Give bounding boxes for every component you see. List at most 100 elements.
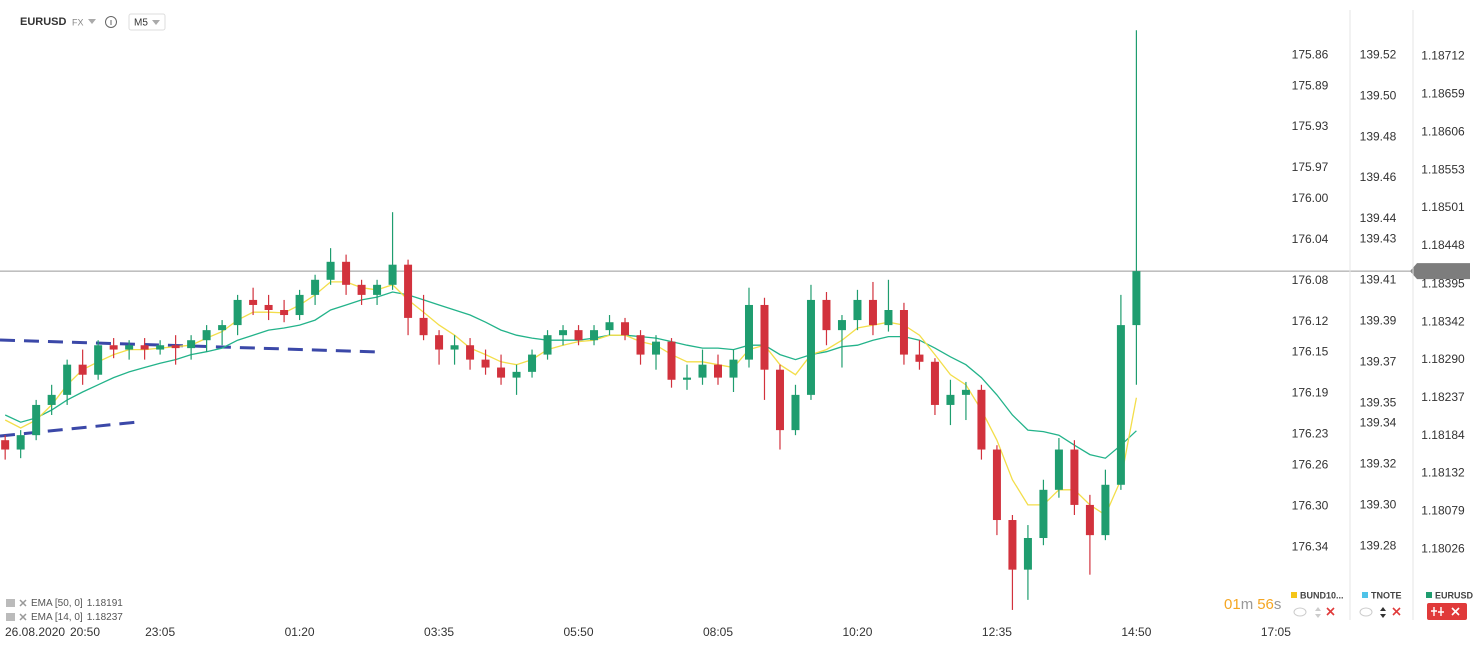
candle-body	[1054, 449, 1063, 490]
candle-body	[466, 345, 475, 360]
eye-icon[interactable]	[1359, 607, 1373, 617]
instrument-swatch	[1291, 592, 1297, 598]
candle-body	[1085, 504, 1094, 536]
info-icon[interactable]	[105, 16, 117, 28]
market: FX	[72, 17, 84, 27]
candle-body	[853, 299, 862, 321]
candle-body	[388, 264, 397, 285]
y-tick-label: 139.28	[1360, 539, 1397, 553]
candle-body	[404, 264, 413, 318]
eye-icon[interactable]	[1293, 607, 1307, 617]
y-tick-label: 1.18184	[1421, 428, 1465, 442]
x-tick-label: 05:50	[564, 625, 594, 639]
candle-body	[528, 354, 537, 372]
candle-body	[946, 394, 955, 405]
candle-body	[590, 330, 599, 341]
candle-body	[605, 322, 614, 331]
trend-line[interactable]	[0, 338, 381, 354]
y-tick-label: 139.48	[1360, 129, 1397, 143]
dropdown-icon[interactable]	[88, 19, 96, 24]
y-tick-label: 176.04	[1292, 232, 1329, 246]
candle-body	[868, 299, 877, 326]
y-tick-label: 1.18342	[1421, 314, 1465, 328]
candle-body	[218, 325, 227, 331]
y-tick-label: 1.18606	[1421, 125, 1465, 139]
y-tick-label: 139.39	[1360, 313, 1397, 327]
candle-body	[1039, 489, 1048, 539]
active-instrument-box[interactable]	[1427, 603, 1467, 620]
candle-body	[326, 261, 335, 280]
x-tick-label: 01:20	[285, 625, 315, 639]
legend-entry: EMA [50, 0] 1.18191	[31, 598, 123, 609]
candle-body	[109, 345, 118, 350]
y-tick-label: 1.18712	[1421, 48, 1465, 62]
countdown-unit: m	[1241, 596, 1254, 613]
close-icon[interactable]	[1392, 607, 1401, 616]
y-tick-label: 1.18290	[1421, 352, 1465, 366]
interval: M5	[134, 18, 148, 29]
candle-body	[977, 389, 986, 450]
candle-body	[652, 341, 661, 355]
candle-body	[373, 284, 382, 295]
legend-entry: EMA [14, 0] 1.18237	[31, 612, 123, 623]
order-icon[interactable]	[1380, 607, 1386, 618]
y-tick-label: 1.18026	[1421, 542, 1465, 556]
symbol[interactable]: EURUSD	[20, 16, 67, 28]
candle-body	[636, 335, 645, 355]
x-tick-label: 08:05	[703, 625, 733, 639]
candle-body	[729, 359, 738, 378]
instrument-name: EURUSD	[1435, 590, 1474, 600]
candle-body	[450, 345, 459, 350]
y-tick-label: 139.32	[1360, 457, 1397, 471]
candle-body	[621, 322, 630, 336]
candle-body	[1070, 449, 1079, 505]
candle-body	[884, 310, 893, 326]
y-tick-label: 175.93	[1292, 119, 1329, 133]
candle-body	[791, 394, 800, 431]
y-tick-label: 176.30	[1292, 498, 1329, 512]
candle-body	[574, 330, 583, 341]
candle-body	[481, 359, 490, 368]
candle-body	[1101, 484, 1110, 536]
instrument-name: BUND10...	[1300, 590, 1344, 600]
countdown-minutes: 01	[1224, 596, 1241, 613]
candle-body	[295, 294, 304, 316]
candle-body	[713, 364, 722, 378]
candle-body	[837, 320, 846, 331]
dropdown-icon[interactable]	[152, 20, 160, 25]
candle-body	[683, 377, 692, 380]
y-tick-label: 1.18395	[1421, 276, 1465, 290]
interval-box[interactable]	[128, 13, 166, 31]
legend-name: EMA [14, 0]	[31, 612, 83, 623]
x-tick-label: 20:50	[70, 625, 100, 639]
close-icon[interactable]	[1451, 607, 1460, 616]
plot-layer: 175.86 175.89 175.93 175.97 176.00 176.04 176.…	[0, 30, 1465, 639]
countdown-seconds: 56	[1257, 596, 1274, 613]
legend-name: EMA [50, 0]	[31, 598, 83, 609]
candle-body	[915, 354, 924, 362]
y-tick-label: 176.08	[1292, 273, 1329, 287]
close-icon[interactable]	[1326, 607, 1335, 616]
y-tick-label: 176.12	[1292, 314, 1329, 328]
candle-body	[63, 364, 72, 395]
candle-body	[559, 330, 568, 336]
instrument-controls	[1293, 603, 1467, 620]
legend-icon	[6, 599, 15, 607]
legend-remove	[19, 613, 27, 621]
order-icon[interactable]	[1315, 607, 1321, 618]
y-tick-label: 139.52	[1360, 47, 1397, 61]
candle-body	[497, 367, 506, 378]
instrument-name: TNOTE	[1371, 590, 1402, 600]
candle-body	[357, 284, 366, 295]
y-tick-label: 1.18132	[1421, 465, 1465, 479]
candle-body	[342, 261, 351, 285]
candle-body	[992, 449, 1001, 521]
candle-body	[140, 345, 149, 350]
y-tick-label: 176.34	[1292, 539, 1329, 553]
candle-body	[233, 299, 242, 326]
legend-value: 1.18191	[87, 598, 124, 609]
x-tick-label: 10:20	[842, 625, 872, 639]
y-tick-label: 176.00	[1292, 191, 1329, 205]
y-tick-label: 1.18553	[1421, 163, 1465, 177]
y-tick-label: 1.18448	[1421, 238, 1465, 252]
